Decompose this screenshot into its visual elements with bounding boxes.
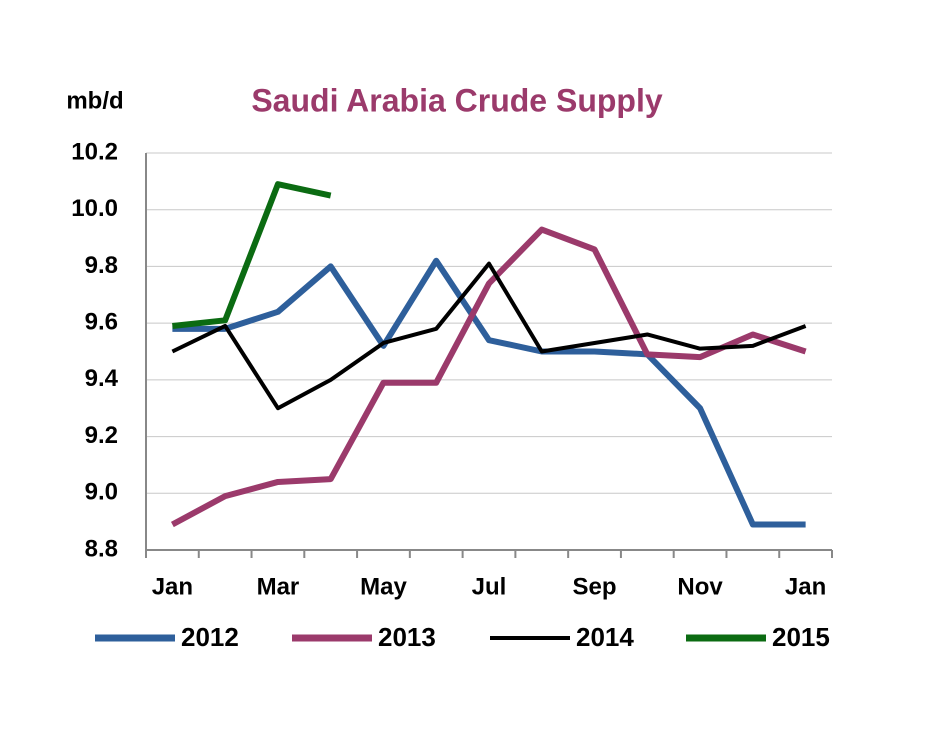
- line-series: [172, 181, 332, 329]
- line-series: [172, 257, 806, 528]
- x-tick-label: Sep: [573, 573, 617, 600]
- x-tick-label: Jan: [152, 573, 193, 600]
- y-tick-label: 8.8: [85, 535, 118, 562]
- legend-label: 2012: [181, 622, 239, 652]
- line-series: [170, 226, 807, 528]
- legend-label: 2015: [772, 622, 830, 652]
- y-tick-label: 9.6: [85, 308, 118, 335]
- y-tick-label: 9.2: [85, 422, 118, 449]
- legend-label: 2014: [576, 622, 634, 652]
- chart-title: Saudi Arabia Crude Supply: [251, 82, 663, 118]
- y-tick-label: 9.8: [85, 252, 118, 279]
- legend-label: 2013: [378, 622, 436, 652]
- y-tick-label: 10.2: [71, 138, 118, 165]
- y-tick-label: 10.0: [71, 195, 118, 222]
- line-series: [171, 261, 807, 411]
- x-tick-label: Jan: [785, 573, 826, 600]
- y-tick-label: 9.4: [85, 365, 119, 392]
- x-tick-label: May: [360, 573, 407, 600]
- y-tick-label: 9.0: [85, 479, 118, 506]
- x-tick-label: Nov: [677, 573, 723, 600]
- y-axis-label: mb/d: [66, 87, 123, 114]
- x-tick-label: Jul: [472, 573, 507, 600]
- x-tick-label: Mar: [257, 573, 300, 600]
